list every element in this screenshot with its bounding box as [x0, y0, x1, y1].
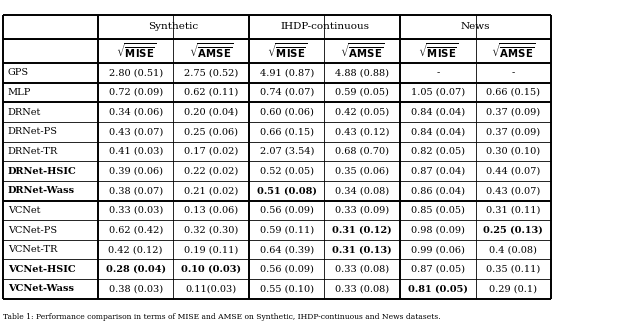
Text: 0.72 (0.09): 0.72 (0.09) [109, 88, 163, 97]
Text: 0.87 (0.05): 0.87 (0.05) [411, 265, 465, 274]
Text: 0.87 (0.04): 0.87 (0.04) [411, 167, 465, 176]
Text: 0.52 (0.05): 0.52 (0.05) [260, 167, 314, 176]
Text: 0.43 (0.07): 0.43 (0.07) [486, 186, 540, 195]
Text: 0.20 (0.04): 0.20 (0.04) [184, 108, 238, 117]
Text: News: News [461, 22, 490, 31]
Text: 0.33 (0.03): 0.33 (0.03) [109, 206, 163, 215]
Text: 0.35 (0.06): 0.35 (0.06) [335, 167, 389, 176]
Text: 0.19 (0.11): 0.19 (0.11) [184, 245, 238, 254]
Text: DRNet-Wass: DRNet-Wass [8, 186, 75, 195]
Text: 0.38 (0.03): 0.38 (0.03) [109, 285, 163, 294]
Text: 0.84 (0.04): 0.84 (0.04) [411, 108, 465, 117]
Text: $\sqrt{\overline{\mathbf{AMSE}}}$: $\sqrt{\overline{\mathbf{AMSE}}}$ [189, 42, 234, 60]
Text: 0.25 (0.13): 0.25 (0.13) [483, 225, 543, 234]
Text: 0.62 (0.42): 0.62 (0.42) [109, 225, 163, 234]
Text: 0.98 (0.09): 0.98 (0.09) [411, 225, 465, 234]
Text: 0.66 (0.15): 0.66 (0.15) [260, 127, 314, 136]
Text: 0.22 (0.02): 0.22 (0.02) [184, 167, 238, 176]
Text: VCNet-TR: VCNet-TR [8, 245, 57, 254]
Text: $\sqrt{\overline{\mathbf{AMSE}}}$: $\sqrt{\overline{\mathbf{AMSE}}}$ [340, 42, 385, 60]
Text: 0.81 (0.05): 0.81 (0.05) [408, 285, 468, 294]
Text: 0.21 (0.02): 0.21 (0.02) [184, 186, 238, 195]
Text: VCNet-HSIC: VCNet-HSIC [8, 265, 76, 274]
Text: 0.38 (0.07): 0.38 (0.07) [109, 186, 163, 195]
Text: MLP: MLP [8, 88, 31, 97]
Text: 0.33 (0.08): 0.33 (0.08) [335, 265, 389, 274]
Text: 0.74 (0.07): 0.74 (0.07) [260, 88, 314, 97]
Text: 0.11(0.03): 0.11(0.03) [186, 285, 237, 294]
Text: 0.55 (0.10): 0.55 (0.10) [260, 285, 314, 294]
Text: 0.13 (0.06): 0.13 (0.06) [184, 206, 238, 215]
Text: 4.88 (0.88): 4.88 (0.88) [335, 68, 389, 77]
Text: 0.33 (0.09): 0.33 (0.09) [335, 206, 389, 215]
Text: Table 1: Performance comparison in terms of MISE and AMSE on Synthetic, IHDP-con: Table 1: Performance comparison in terms… [3, 313, 441, 321]
Text: 0.34 (0.06): 0.34 (0.06) [109, 108, 163, 117]
Text: 0.29 (0.1): 0.29 (0.1) [489, 285, 538, 294]
Text: 0.66 (0.15): 0.66 (0.15) [486, 88, 540, 97]
Text: 0.84 (0.04): 0.84 (0.04) [411, 127, 465, 136]
Text: 0.25 (0.06): 0.25 (0.06) [184, 127, 238, 136]
Text: -: - [436, 68, 440, 77]
Text: 0.10 (0.03): 0.10 (0.03) [181, 265, 241, 274]
Text: $\sqrt{\overline{\mathbf{MISE}}}$: $\sqrt{\overline{\mathbf{MISE}}}$ [418, 42, 458, 60]
Text: 0.68 (0.70): 0.68 (0.70) [335, 147, 389, 156]
Text: 0.59 (0.05): 0.59 (0.05) [335, 88, 389, 97]
Text: DRNet-TR: DRNet-TR [8, 147, 58, 156]
Text: 0.56 (0.09): 0.56 (0.09) [260, 265, 314, 274]
Text: VCNet-Wass: VCNet-Wass [8, 285, 74, 294]
Text: 0.60 (0.06): 0.60 (0.06) [260, 108, 314, 117]
Text: 0.30 (0.10): 0.30 (0.10) [486, 147, 540, 156]
Text: 0.56 (0.09): 0.56 (0.09) [260, 206, 314, 215]
Text: 0.37 (0.09): 0.37 (0.09) [486, 108, 540, 117]
Text: 0.31 (0.13): 0.31 (0.13) [332, 245, 392, 254]
Text: DRNet-PS: DRNet-PS [8, 127, 58, 136]
Text: 0.39 (0.06): 0.39 (0.06) [109, 167, 163, 176]
Text: 1.05 (0.07): 1.05 (0.07) [411, 88, 465, 97]
Text: 0.42 (0.12): 0.42 (0.12) [109, 245, 163, 254]
Text: GPS: GPS [8, 68, 29, 77]
Text: 2.75 (0.52): 2.75 (0.52) [184, 68, 238, 77]
Text: DRNet-HSIC: DRNet-HSIC [8, 167, 76, 176]
Text: $\sqrt{\overline{\mathbf{AMSE}}}$: $\sqrt{\overline{\mathbf{AMSE}}}$ [491, 42, 536, 60]
Text: $\sqrt{\overline{\mathbf{MISE}}}$: $\sqrt{\overline{\mathbf{MISE}}}$ [267, 42, 307, 60]
Text: 0.99 (0.06): 0.99 (0.06) [411, 245, 465, 254]
Text: 0.32 (0.30): 0.32 (0.30) [184, 225, 238, 234]
Text: VCNet-PS: VCNet-PS [8, 225, 57, 234]
Text: 0.4 (0.08): 0.4 (0.08) [490, 245, 537, 254]
Text: 0.34 (0.08): 0.34 (0.08) [335, 186, 389, 195]
Text: 0.44 (0.07): 0.44 (0.07) [486, 167, 540, 176]
Text: $\sqrt{\overline{\mathbf{MISE}}}$: $\sqrt{\overline{\mathbf{MISE}}}$ [116, 42, 156, 60]
Text: 0.28 (0.04): 0.28 (0.04) [106, 265, 166, 274]
Text: 4.91 (0.87): 4.91 (0.87) [260, 68, 314, 77]
Text: 0.51 (0.08): 0.51 (0.08) [257, 186, 317, 195]
Text: 0.41 (0.03): 0.41 (0.03) [109, 147, 163, 156]
Text: 0.42 (0.05): 0.42 (0.05) [335, 108, 389, 117]
Text: VCNet: VCNet [8, 206, 40, 215]
Text: 0.33 (0.08): 0.33 (0.08) [335, 285, 389, 294]
Text: 0.17 (0.02): 0.17 (0.02) [184, 147, 238, 156]
Text: 2.07 (3.54): 2.07 (3.54) [260, 147, 314, 156]
Text: 0.64 (0.39): 0.64 (0.39) [260, 245, 314, 254]
Text: 2.80 (0.51): 2.80 (0.51) [109, 68, 163, 77]
Text: 0.31 (0.11): 0.31 (0.11) [486, 206, 540, 215]
Text: IHDP-continuous: IHDP-continuous [280, 22, 369, 31]
Text: -: - [511, 68, 515, 77]
Text: 0.43 (0.07): 0.43 (0.07) [109, 127, 163, 136]
Text: 0.85 (0.05): 0.85 (0.05) [411, 206, 465, 215]
Text: 0.82 (0.05): 0.82 (0.05) [411, 147, 465, 156]
Text: 0.35 (0.11): 0.35 (0.11) [486, 265, 540, 274]
Text: 0.86 (0.04): 0.86 (0.04) [411, 186, 465, 195]
Text: 0.31 (0.12): 0.31 (0.12) [332, 225, 392, 234]
Text: 0.59 (0.11): 0.59 (0.11) [260, 225, 314, 234]
Text: 0.62 (0.11): 0.62 (0.11) [184, 88, 238, 97]
Text: Synthetic: Synthetic [148, 22, 198, 31]
Text: 0.43 (0.12): 0.43 (0.12) [335, 127, 389, 136]
Text: DRNet: DRNet [8, 108, 41, 117]
Text: 0.37 (0.09): 0.37 (0.09) [486, 127, 540, 136]
